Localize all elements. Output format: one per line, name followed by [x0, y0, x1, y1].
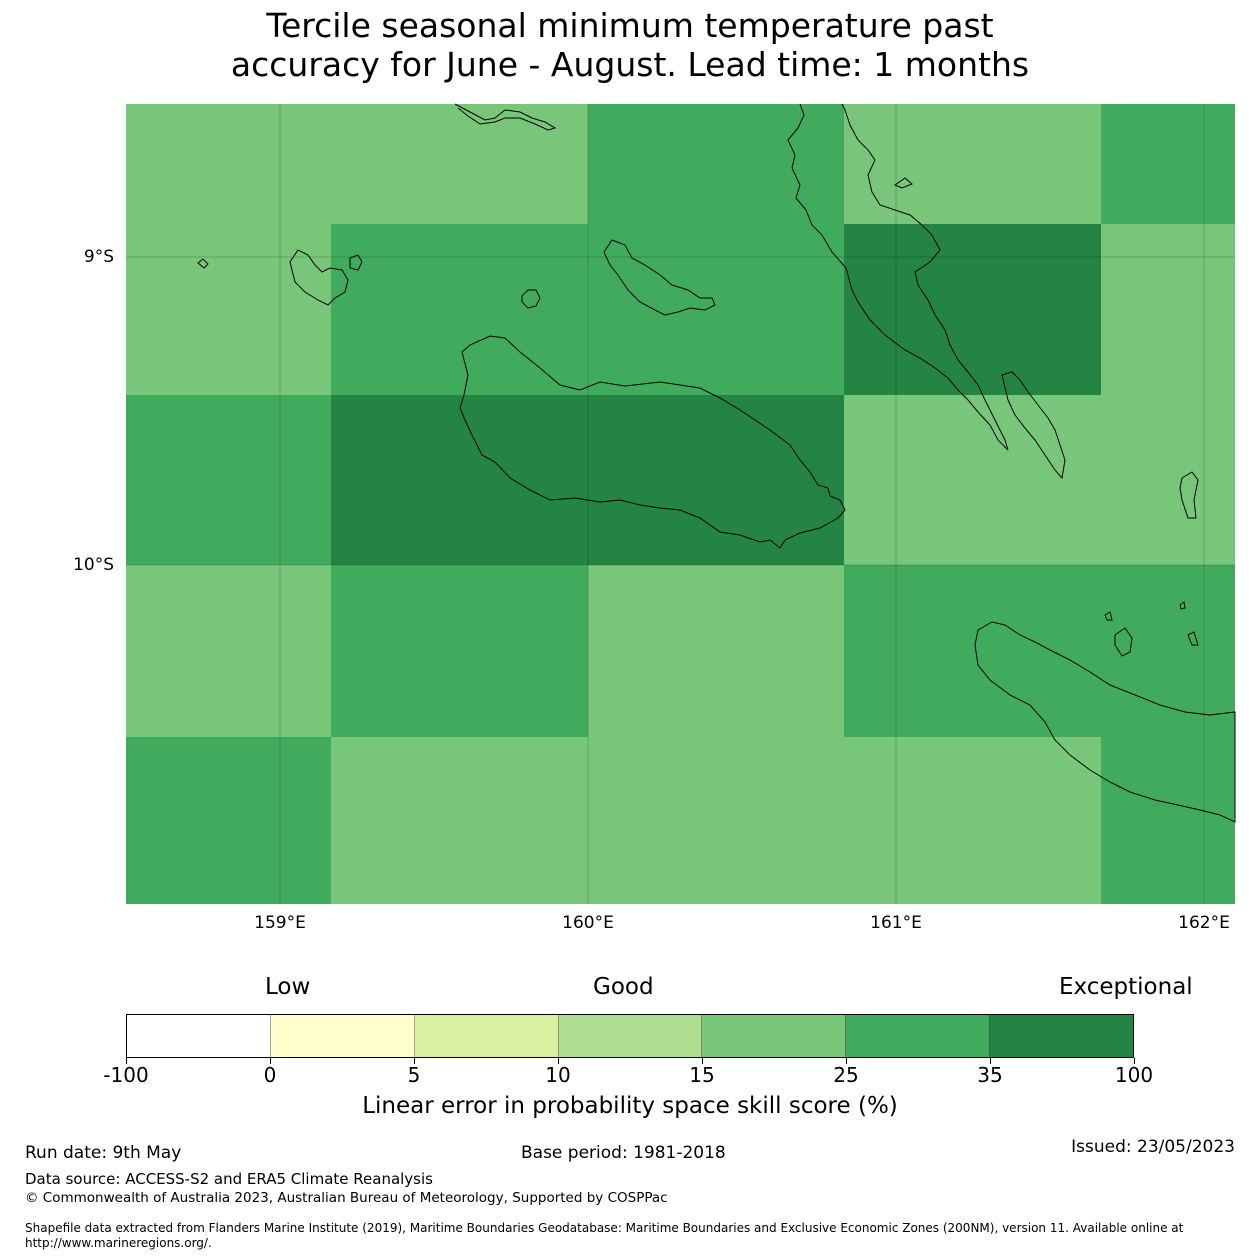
colorbar-tick	[557, 1058, 559, 1064]
colorbar-tick-label: 0	[263, 1063, 277, 1087]
coastline-russell-islands	[289, 249, 349, 306]
colorbar-segment	[702, 1015, 847, 1057]
map-cell	[1101, 104, 1235, 224]
map-cell	[126, 104, 588, 224]
base-period: Base period: 1981-2018	[521, 1143, 726, 1163]
map-cell	[1101, 737, 1235, 904]
map-cell	[126, 737, 331, 904]
map-cell	[331, 737, 1101, 904]
shapefile-credit-line-2: http://www.marineregions.org/.	[25, 1236, 212, 1250]
map-cell	[126, 224, 331, 395]
colorbar	[126, 1014, 1134, 1058]
colorbar-tick-label: 25	[833, 1063, 859, 1087]
colorbar-tick	[701, 1058, 703, 1064]
colorbar-segment	[846, 1015, 991, 1057]
coastlines	[197, 103, 1236, 823]
shapefile-credit-line-1: Shapefile data extracted from Flanders M…	[25, 1221, 1184, 1235]
map-cell	[331, 224, 844, 395]
lat-label-9s: 9°S	[83, 247, 114, 267]
copyright: © Commonwealth of Australia 2023, Austra…	[25, 1190, 668, 1206]
coastline-northwest	[454, 103, 557, 131]
colorbar-segment	[127, 1015, 271, 1057]
legend-category-good: Good	[593, 974, 654, 1000]
colorbar-tick-label: -100	[103, 1063, 149, 1087]
colorbar-tick-label: 15	[689, 1063, 715, 1087]
map-cell	[588, 104, 844, 224]
colorbar-tick	[989, 1058, 991, 1064]
coastline-small-malaita	[1001, 371, 1066, 480]
map-cell	[126, 395, 331, 565]
colorbar-segment	[270, 1015, 415, 1057]
coastline-islet-c	[1187, 631, 1199, 646]
coastline-ugi	[1114, 627, 1133, 657]
map-cell	[331, 395, 844, 565]
lon-label-161e: 161°E	[870, 913, 922, 933]
legend-category-exceptional: Exceptional	[1059, 974, 1193, 1000]
title-line-1: Tercile seasonal minimum temperature pas…	[266, 6, 994, 45]
run-date: Run date: 9th May	[25, 1143, 182, 1163]
colorbar-tick-label: 100	[1114, 1063, 1154, 1087]
colorbar-tick-label: 5	[407, 1063, 421, 1087]
colorbar-tick	[1133, 1058, 1135, 1064]
title-line-2: accuracy for June - August. Lead time: 1…	[230, 45, 1030, 84]
coastline-islet-west	[197, 258, 209, 269]
grid-cells	[126, 104, 1235, 904]
colorbar-tick	[845, 1058, 847, 1064]
chart-title: Tercile seasonal minimum temperature pas…	[0, 6, 1260, 84]
graticule	[126, 104, 1235, 904]
map-cell	[126, 565, 331, 737]
colorbar-tick	[413, 1058, 415, 1064]
colorbar-segment	[990, 1015, 1134, 1057]
coastline-east-islet	[1179, 471, 1199, 519]
coastline-florida-islands	[603, 239, 716, 316]
coastline-islet-b	[1179, 601, 1186, 610]
data-source: Data source: ACCESS-S2 and ERA5 Climate …	[25, 1170, 433, 1188]
colorbar-tick	[269, 1058, 271, 1064]
lat-label-10s: 10°S	[73, 555, 114, 575]
coastline-guadalcanal	[459, 335, 846, 549]
map-cell	[1101, 224, 1235, 395]
coastline-russell-islet	[349, 254, 363, 271]
colorbar-tick-label: 35	[977, 1063, 1003, 1087]
coastline-savo	[521, 289, 541, 309]
map-cell	[844, 565, 1235, 737]
coastline-malaita	[787, 103, 1009, 451]
coastline-isabel	[893, 177, 913, 189]
colorbar-title: Linear error in probability space skill …	[362, 1093, 898, 1119]
colorbar-segment	[558, 1015, 703, 1057]
lon-label-160e: 160°E	[562, 913, 614, 933]
coastline-makira	[974, 621, 1236, 823]
colorbar-tick	[125, 1058, 127, 1064]
coastline-islet-a	[1104, 611, 1113, 621]
map-cell	[844, 395, 1235, 565]
map-cell	[844, 224, 1101, 395]
legend-category-low: Low	[265, 974, 311, 1000]
lon-label-162e: 162°E	[1178, 913, 1230, 933]
issued-date: Issued: 23/05/2023	[1071, 1137, 1235, 1157]
colorbar-tick-label: 10	[545, 1063, 571, 1087]
map-cell	[844, 104, 1101, 224]
colorbar-segment	[414, 1015, 559, 1057]
map-cell	[588, 565, 844, 737]
lon-label-159e: 159°E	[254, 913, 306, 933]
map-cell	[331, 565, 588, 737]
